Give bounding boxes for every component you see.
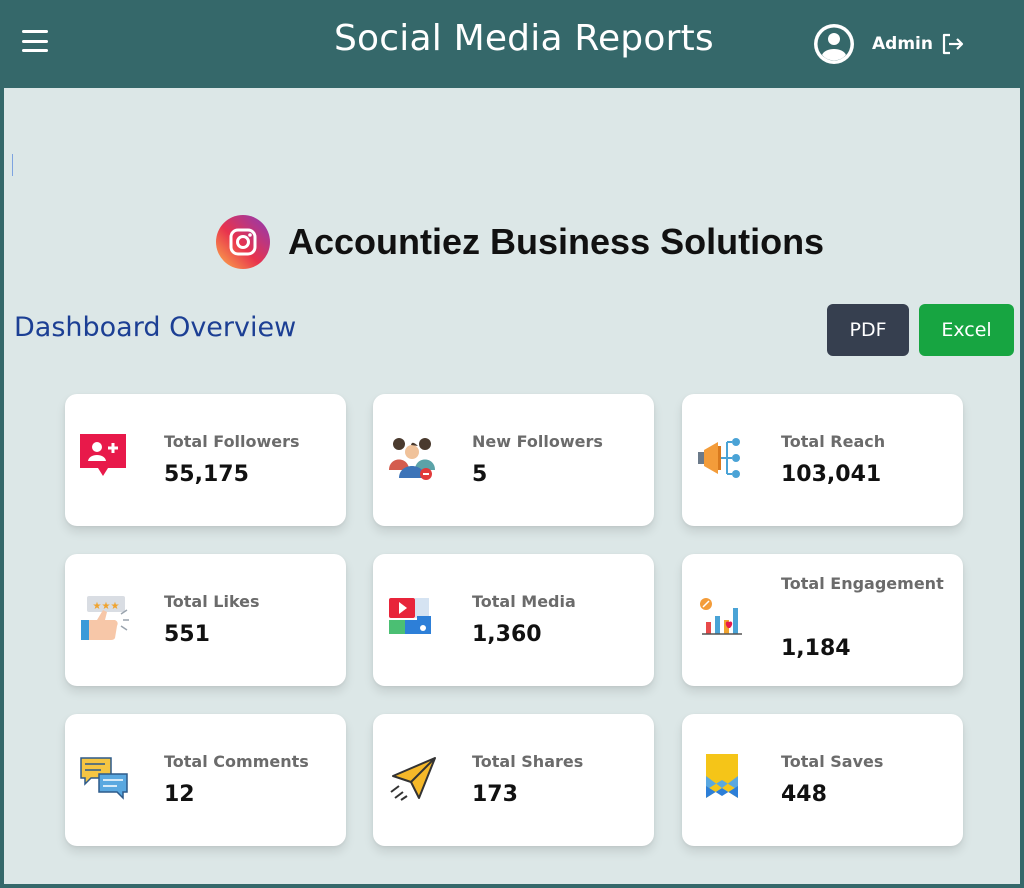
company-name: Accountiez Business Solutions	[288, 221, 825, 262]
stat-value: 5	[472, 462, 488, 487]
new-followers-icon	[389, 438, 435, 480]
stat-label: New Followers	[472, 432, 603, 451]
likes-thumb-icon: ★★★	[81, 596, 129, 640]
stat-card-total-saves: Total Saves 448	[682, 714, 963, 846]
stat-label: Total Saves	[781, 752, 884, 771]
stat-label: Total Shares	[472, 752, 584, 771]
stat-card-total-shares: Total Shares 173	[373, 714, 654, 846]
user-name: Admin	[872, 34, 933, 54]
stat-card-total-comments: Total Comments 12	[65, 714, 346, 846]
stat-value: 103,041	[781, 462, 882, 487]
company-header: Accountiez Business Solutions	[216, 214, 824, 270]
stat-label: Total Reach	[781, 432, 886, 451]
excel-button[interactable]: Excel	[919, 304, 1014, 356]
comments-icon	[80, 757, 128, 800]
stat-label: Total Media	[472, 592, 576, 611]
user-avatar-icon[interactable]	[812, 22, 856, 66]
hamburger-menu-icon[interactable]	[22, 30, 48, 52]
stat-label: Total Engagement	[781, 574, 944, 593]
stat-label: Total Likes	[164, 592, 260, 611]
instagram-logo-icon	[216, 215, 270, 269]
stat-card-new-followers: New Followers 5	[373, 394, 654, 526]
svg-text:★★★: ★★★	[93, 601, 120, 612]
shares-paper-plane-icon	[390, 757, 436, 801]
stat-card-total-followers: Total Followers 55,175	[65, 394, 346, 526]
media-icon	[389, 598, 431, 634]
top-bar: Social Media Reports Admin	[0, 0, 1024, 88]
app-title: Social Media Reports	[334, 18, 714, 59]
stat-value: 551	[164, 622, 210, 647]
followers-icon	[80, 434, 126, 476]
stat-value: 448	[781, 782, 827, 807]
stat-card-total-reach: Total Reach 103,041	[682, 394, 963, 526]
stat-value: 1,360	[472, 622, 542, 647]
stat-value: 12	[164, 782, 195, 807]
reach-megaphone-icon	[698, 438, 740, 478]
logout-icon[interactable]	[940, 32, 966, 56]
engagement-chart-icon	[700, 598, 742, 635]
stat-card-total-likes: ★★★ Total Likes 551	[65, 554, 346, 686]
stat-card-total-media: Total Media 1,360	[373, 554, 654, 686]
stat-label: Total Comments	[164, 752, 309, 771]
dashboard-title: Dashboard Overview	[14, 312, 297, 343]
stat-value: 1,184	[781, 636, 851, 661]
text-caret	[12, 154, 13, 176]
stat-card-total-engagement: Total Engagement 1,184	[682, 554, 963, 686]
stat-value: 55,175	[164, 462, 249, 487]
stat-label: Total Followers	[164, 432, 300, 451]
pdf-button[interactable]: PDF	[827, 304, 909, 356]
saves-bookmark-icon	[706, 754, 738, 798]
stat-value: 173	[472, 782, 518, 807]
